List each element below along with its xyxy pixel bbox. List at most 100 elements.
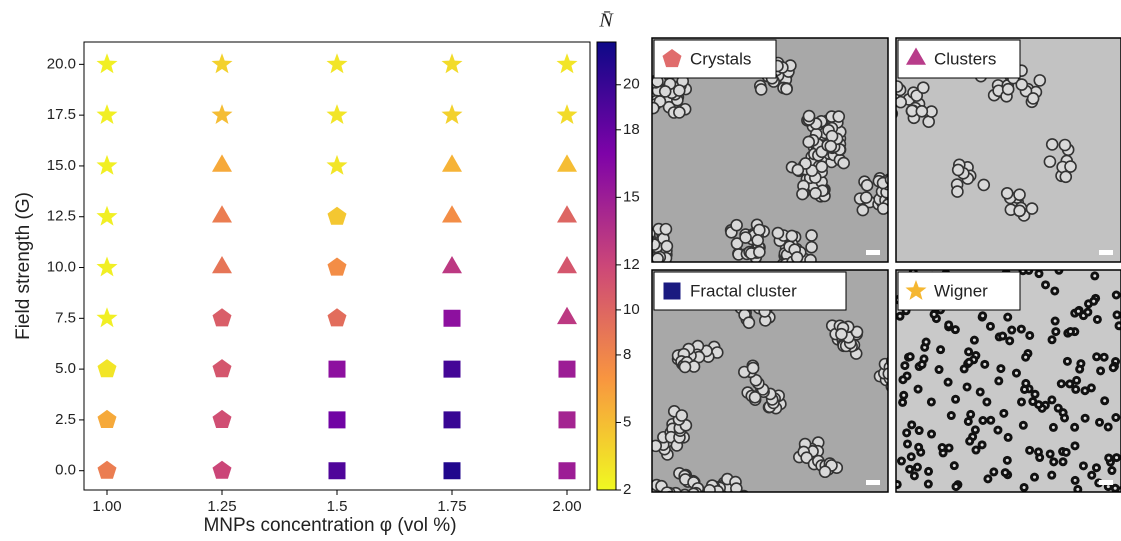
- particle: [884, 174, 888, 186]
- particle: [675, 409, 689, 422]
- particle-core: [1103, 399, 1107, 403]
- particle: [977, 178, 991, 192]
- particle-core: [1038, 456, 1042, 460]
- particle-core: [898, 314, 902, 318]
- point: [557, 205, 577, 223]
- particle-core: [999, 367, 1003, 371]
- colorbar-tick-label: 15: [623, 188, 640, 205]
- y-axis-label: Field strength (G): [13, 192, 34, 340]
- particle-core: [939, 348, 943, 352]
- point: [212, 409, 232, 428]
- legend-marker: [906, 47, 926, 65]
- point: [211, 104, 233, 124]
- particle-core: [1024, 381, 1028, 385]
- x-tick-label: 1.5: [327, 498, 348, 515]
- particle: [796, 187, 809, 201]
- particle-core: [1076, 487, 1080, 491]
- point: [441, 53, 463, 74]
- point: [212, 308, 232, 327]
- particle: [802, 109, 816, 123]
- particle: [703, 483, 716, 492]
- point: [97, 359, 117, 378]
- particle-core: [989, 418, 993, 422]
- micrograph-frame: [651, 37, 889, 263]
- particle-core: [905, 442, 909, 446]
- particle: [922, 115, 935, 128]
- particle-core: [1053, 289, 1057, 293]
- particle-core: [972, 338, 976, 342]
- particle-core: [1093, 274, 1097, 278]
- particle-core: [985, 400, 989, 404]
- particle-core: [1006, 435, 1010, 439]
- point: [328, 411, 346, 429]
- particle-core: [1115, 456, 1119, 460]
- point: [441, 104, 463, 124]
- particle: [859, 191, 873, 204]
- colorbar-label: N̄: [598, 10, 614, 32]
- particle-core: [962, 367, 966, 371]
- particle-core: [992, 470, 996, 474]
- particle-core: [908, 355, 912, 359]
- particle-core: [920, 363, 924, 367]
- particle-core: [1059, 382, 1063, 386]
- particle-core: [1073, 444, 1077, 448]
- panel-label-box: [653, 271, 847, 311]
- particle-core: [978, 390, 982, 394]
- colorbar-tick-label: 5: [623, 413, 631, 430]
- x-tick-label: 1.00: [92, 498, 121, 515]
- particle-core: [946, 380, 950, 384]
- particle: [1045, 138, 1059, 151]
- particle-core: [1083, 389, 1087, 393]
- point: [443, 462, 461, 480]
- particle-core: [912, 474, 916, 478]
- particle-core: [1050, 473, 1054, 477]
- particle-core: [949, 414, 953, 418]
- particle-core: [909, 455, 913, 459]
- particle: [818, 465, 832, 479]
- x-tick-label: 1.75: [437, 498, 466, 515]
- colorbar-tick-label: 20: [623, 76, 640, 93]
- point: [212, 256, 232, 274]
- colorbar-tick-label: 2: [623, 481, 631, 498]
- particle-core: [1074, 387, 1078, 391]
- point: [96, 256, 118, 277]
- particle: [635, 232, 646, 243]
- particle-core: [1061, 411, 1065, 415]
- particle: [1033, 74, 1047, 87]
- particle-core: [1028, 448, 1032, 452]
- particle: [804, 253, 817, 262]
- particle: [742, 316, 756, 329]
- particle: [660, 239, 674, 253]
- point: [96, 104, 118, 124]
- particle: [730, 482, 743, 492]
- particle-core: [969, 412, 973, 416]
- point: [327, 257, 347, 276]
- micrograph: Crystals: [632, 37, 889, 263]
- particle: [672, 84, 686, 97]
- particle-core: [966, 419, 970, 423]
- particle-core: [1102, 355, 1106, 359]
- particle-core: [922, 357, 926, 361]
- scale-bar: [1099, 250, 1113, 255]
- particle: [825, 129, 839, 143]
- point: [443, 411, 461, 429]
- particle: [754, 83, 768, 96]
- particle: [634, 239, 645, 250]
- particle: [1054, 270, 1064, 275]
- particle: [1059, 170, 1073, 184]
- particle: [824, 139, 838, 153]
- particle-core: [1106, 485, 1110, 489]
- particle: [785, 229, 799, 243]
- particle-core: [927, 469, 931, 473]
- particle-core: [1082, 314, 1086, 318]
- particle: [632, 231, 643, 242]
- point: [442, 154, 462, 172]
- particle-core: [903, 364, 907, 368]
- colorbar-tick-label: 18: [623, 121, 640, 138]
- particle: [896, 80, 904, 93]
- particle: [678, 360, 692, 374]
- particle-core: [1115, 313, 1119, 317]
- particle: [652, 439, 663, 453]
- particle-core: [1098, 420, 1102, 424]
- particle-core: [1113, 486, 1117, 490]
